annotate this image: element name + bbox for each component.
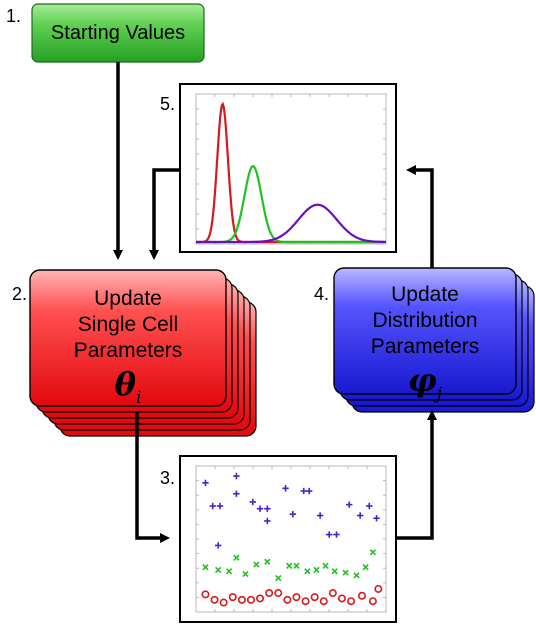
single-cell-line-3: Parameters	[73, 339, 183, 362]
x-marker	[322, 562, 329, 570]
x-marker	[331, 568, 338, 575]
x-marker	[286, 562, 293, 570]
plus-marker	[264, 517, 271, 525]
plus-marker	[233, 490, 240, 497]
circle-marker	[347, 597, 356, 606]
circle-marker	[274, 589, 283, 598]
x-marker	[275, 574, 282, 582]
x-marker	[202, 564, 209, 571]
plus-marker	[306, 487, 313, 495]
x-marker	[225, 568, 233, 575]
x-marker	[264, 558, 271, 565]
arrow-distribution-to-density	[406, 165, 434, 268]
phi-subscript: j	[436, 384, 443, 404]
circle-marker	[228, 593, 237, 602]
x-marker	[253, 561, 260, 568]
circle-marker	[256, 594, 265, 603]
single-cell-line-1: Update	[94, 287, 162, 310]
single-cell-text: Update Single Cell Parameters θi	[30, 286, 226, 418]
plus-marker	[202, 479, 209, 487]
x-marker	[362, 564, 369, 571]
circle-marker	[337, 594, 346, 603]
circle-marker	[368, 597, 377, 606]
plus-marker	[300, 487, 307, 495]
x-marker	[353, 572, 360, 579]
arrow-scatter-to-distribution	[396, 410, 437, 540]
circle-marker	[219, 598, 228, 607]
phi-letter: φ	[407, 361, 437, 399]
plus-marker	[249, 498, 256, 506]
phi-symbol: φj	[334, 360, 516, 414]
circle-marker	[210, 595, 219, 604]
circle-marker	[357, 591, 366, 600]
circle-marker	[328, 589, 337, 598]
plus-marker	[256, 505, 264, 512]
step-number-5: 5.	[160, 94, 176, 114]
circle-marker	[265, 589, 274, 598]
x-marker	[369, 549, 377, 556]
plus-marker	[264, 505, 271, 512]
step-number-1: 1.	[6, 6, 22, 26]
circle-marker	[246, 595, 255, 604]
plus-marker	[289, 510, 297, 518]
single-cell-box	[29, 269, 227, 407]
plus-marker	[282, 485, 289, 492]
plus-marker	[346, 501, 353, 508]
plus-marker	[216, 502, 224, 510]
circle-marker	[319, 597, 328, 606]
x-marker	[215, 566, 222, 574]
distribution-box	[333, 267, 517, 395]
plus-marker	[326, 531, 333, 538]
plus-marker	[233, 472, 240, 480]
circle-marker	[301, 597, 310, 606]
distribution-stack	[333, 267, 535, 413]
circle-marker	[201, 590, 210, 599]
x-marker	[242, 570, 249, 578]
circle-marker	[283, 595, 292, 604]
distribution-line-3: Parameters	[370, 335, 480, 358]
x-marker	[304, 568, 311, 575]
density-curves	[196, 101, 387, 244]
step-number-2: 2.	[12, 284, 28, 304]
distribution-line-1: Update	[391, 283, 459, 306]
distribution-text: Update Distribution Parameters φj	[334, 282, 516, 414]
plus-marker	[209, 502, 216, 510]
scatter-axis-ticks	[196, 466, 386, 612]
theta-subscript: i	[135, 388, 142, 408]
scatter-plot-area	[195, 465, 387, 613]
x-marker	[342, 569, 349, 576]
arrow-density-to-single-cell	[149, 168, 180, 260]
density-curve-3	[196, 203, 387, 244]
plus-marker	[373, 515, 380, 522]
plus-marker	[366, 502, 373, 510]
arrow-single-cell-to-scatter	[135, 412, 170, 543]
circle-marker	[310, 593, 319, 602]
plus-marker	[316, 512, 324, 519]
x-marker	[233, 554, 240, 561]
plus-marker	[215, 542, 222, 549]
starting-values-label: Starting Values	[50, 22, 186, 44]
circle-marker	[237, 595, 246, 604]
plus-marker	[356, 512, 364, 519]
step-number-3: 3.	[160, 468, 176, 488]
x-marker	[313, 566, 320, 574]
plus-marker	[333, 531, 340, 538]
scatter-markers	[201, 472, 383, 607]
single-cell-line-2: Single Cell	[77, 313, 179, 336]
circle-marker	[292, 593, 301, 602]
x-marker	[293, 562, 300, 570]
distribution-line-2: Distribution	[372, 309, 478, 332]
theta-symbol: θi	[30, 364, 226, 418]
step-number-4: 4.	[314, 284, 330, 304]
single-cell-stack	[29, 269, 257, 437]
circle-marker	[374, 584, 383, 593]
theta-letter: θ	[114, 365, 136, 403]
